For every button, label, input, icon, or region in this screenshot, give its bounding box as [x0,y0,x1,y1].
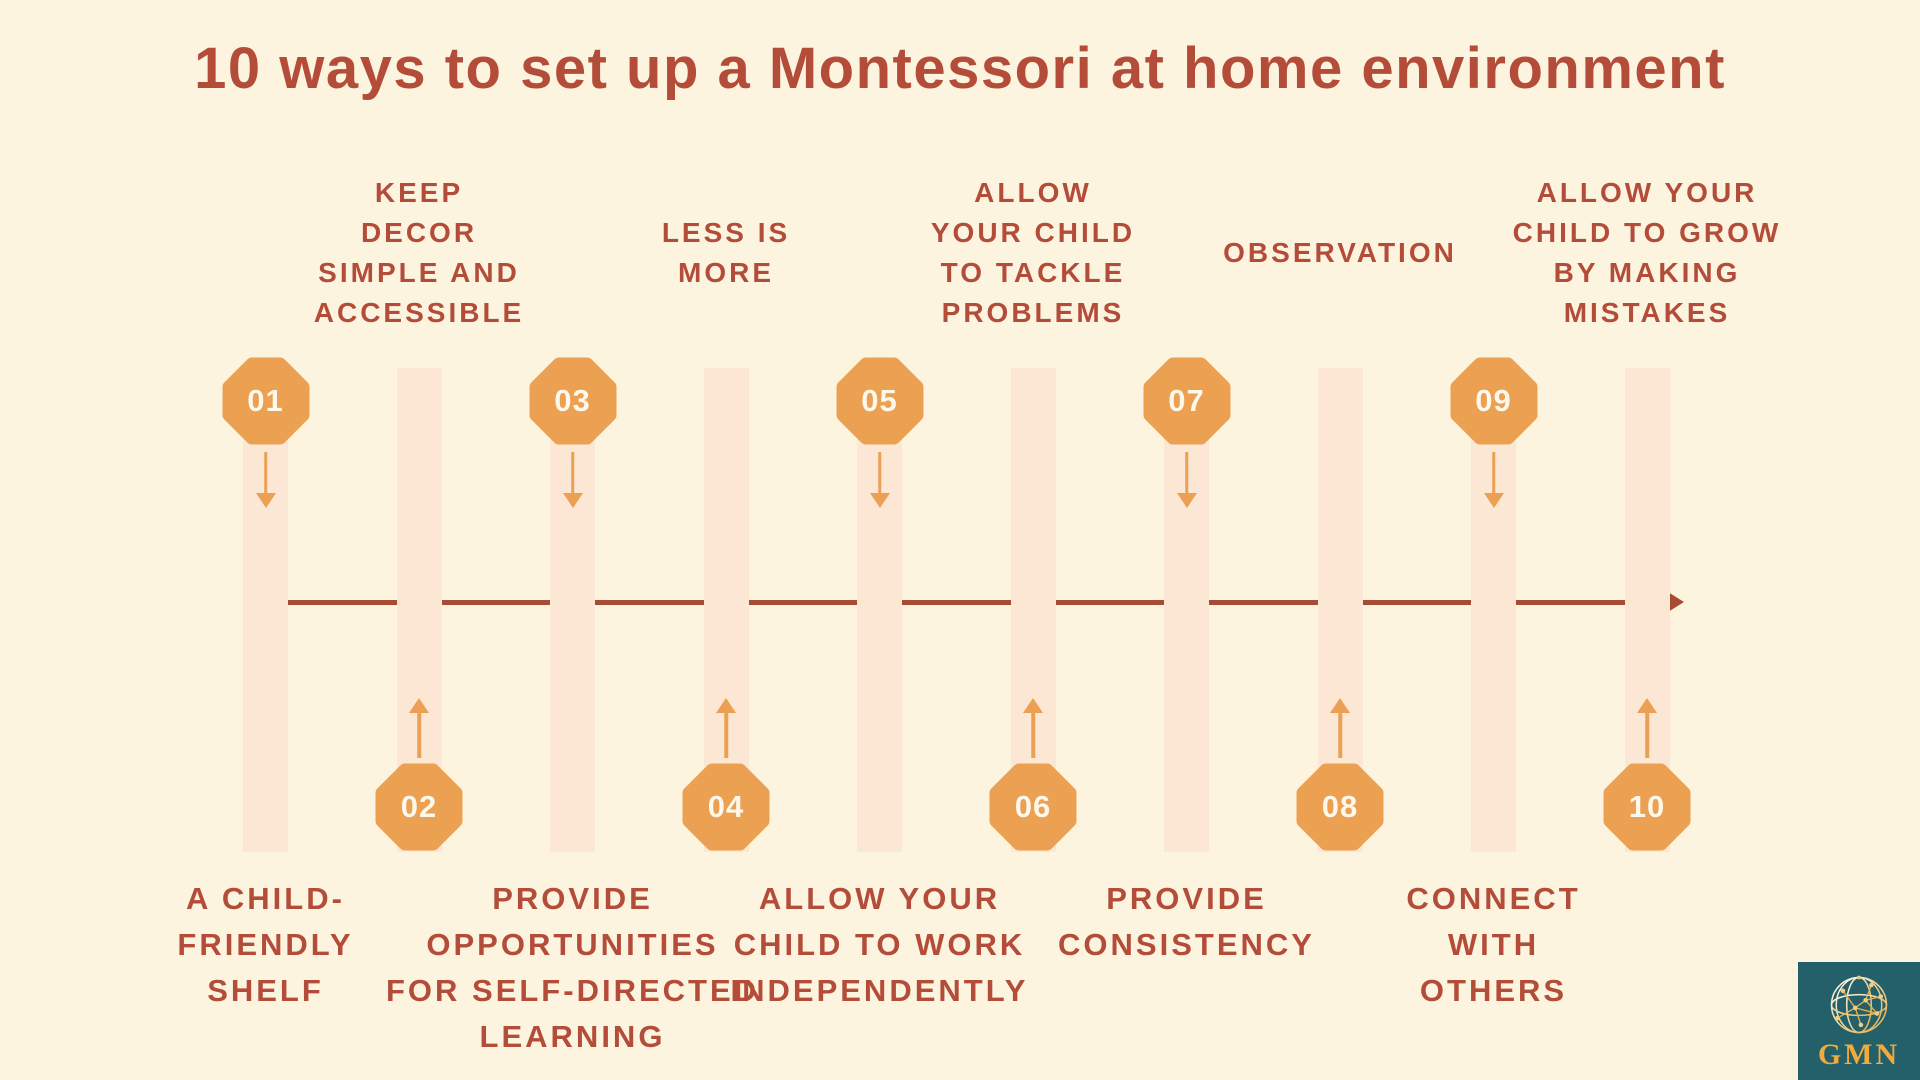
up-arrow-icon [408,698,430,758]
item-label: OBSERVATION [1223,237,1457,268]
badge-octagon-shape [1603,763,1691,851]
badge-octagon-shape [682,763,770,851]
badge-number: 10 [1628,789,1666,824]
item-bar [1471,368,1516,852]
up-arrow-icon [1636,698,1658,758]
badge-number: 05 [861,383,898,418]
up-arrow-icon [1022,698,1044,758]
timeline-arrowhead-icon [1668,592,1684,612]
down-arrow-icon [869,452,891,510]
badge-octagon-shape [529,357,616,445]
logo-text: GMN [1817,1038,1901,1071]
item-bar [1164,368,1209,852]
badge-octagon-shape [836,357,923,445]
number-badge: 05 [836,357,924,445]
number-badge: 04 [682,763,770,851]
badge-number: 08 [1321,789,1359,824]
number-badge: 02 [375,763,463,851]
badge-octagon-shape [222,357,309,445]
item-label: ALLOW YOUR CHILD TO WORK INDEPENDENTLY [730,881,1029,1008]
item-label: PROVIDE OPPORTUNITIES FOR SELF-DIRECTED … [385,881,760,1054]
badge-number: 03 [554,383,591,418]
item-label: ALLOW YOUR CHILD TO GROW BY MAKING MISTA… [1512,177,1782,328]
badge-octagon-shape [1450,357,1537,445]
globe-network-icon [1830,975,1888,1034]
number-badge: 03 [529,357,617,445]
down-arrow-icon [1176,452,1198,510]
number-badge: 09 [1450,357,1538,445]
down-arrow-icon [255,452,277,510]
item-bar [550,368,595,852]
badge-octagon-shape [1296,763,1384,851]
badge-number: 02 [400,789,438,824]
item-label: A CHILD- FRIENDLY SHELF [177,881,354,1008]
item-bar [243,368,288,852]
number-badge: 01 [222,357,310,445]
badge-octagon-shape [375,763,463,851]
down-arrow-icon [562,452,584,510]
badge-number: 06 [1014,789,1052,824]
badge-octagon-shape [1143,357,1230,445]
number-badge: 07 [1143,357,1231,445]
badge-number: 07 [1168,383,1205,418]
gmn-logo: GMN [1798,962,1920,1080]
number-badge: 06 [989,763,1077,851]
badge-octagon-shape [989,763,1077,851]
item-label: ALLOW YOUR CHILD TO TACKLE PROBLEMS [930,177,1136,328]
item-label: LESS IS MORE [661,217,791,288]
number-badge: 10 [1603,763,1691,851]
number-badge: 08 [1296,763,1384,851]
up-arrow-icon [1329,698,1351,758]
up-arrow-icon [715,698,737,758]
page-title: 10 ways to set up a Montessori at home e… [194,36,1726,101]
badge-number: 01 [247,383,284,418]
item-label: PROVIDE CONSISTENCY [1058,881,1315,962]
badge-number: 09 [1475,383,1512,418]
item-label: CONNECT WITH OTHERS [1406,881,1581,1008]
timeline-line [243,600,1671,605]
item-label: KEEP DECOR SIMPLE AND ACCESSIBLE [313,177,525,328]
item-bar [857,368,902,852]
down-arrow-icon [1483,452,1505,510]
badge-number: 04 [707,789,745,824]
